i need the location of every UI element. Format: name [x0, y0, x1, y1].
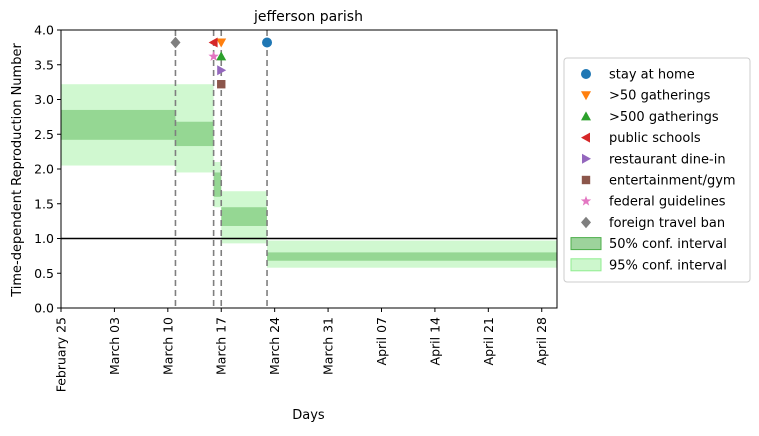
y-axis-label: Time-dependent Reproduction Number	[10, 43, 25, 298]
marker-0	[262, 37, 273, 48]
marker-3	[208, 37, 218, 48]
marker-6	[208, 50, 219, 61]
legend: stay at home >50 gatherings >500 gathering…	[563, 57, 751, 283]
x-tick-label-7: April 14	[427, 317, 442, 365]
legend-swatch-1	[581, 91, 591, 101]
legend-swatch-5	[581, 175, 591, 185]
legend-swatch-2	[581, 111, 591, 121]
ci95-band-3	[221, 191, 268, 244]
legend-label-7: foreign travel ban	[609, 216, 725, 231]
ci50-band-0	[61, 109, 176, 140]
y-tick-label-0: 0.0	[34, 301, 54, 316]
x-tick-label-3: March 17	[214, 317, 229, 375]
y-tick-label-3: 1.5	[34, 196, 54, 211]
legend-label-9: 95% conf. interval	[609, 258, 727, 273]
marker-5	[217, 80, 226, 89]
legend-label-3: public schools	[609, 131, 701, 146]
marker-1	[216, 38, 227, 48]
legend-label-0: stay at home	[609, 68, 695, 83]
legend-swatch-4	[582, 153, 591, 164]
ci95-band-0	[61, 84, 176, 166]
ci95-band-1	[175, 84, 214, 173]
x-tick-label-9: April 28	[534, 317, 549, 365]
plot-area: 0.0 0.5 1.0 1.5 2.0 2.5 3.0 3.5 4.0 February 25 Ma…	[34, 23, 558, 392]
legend-swatch-7	[581, 216, 591, 229]
ci95-band-4	[267, 240, 557, 268]
marker-7	[170, 36, 181, 49]
legend-label-1: >50 gatherings	[609, 89, 711, 104]
legend-label-5: entertainment/gym	[609, 174, 736, 189]
chart-title: jefferson parish	[253, 9, 363, 25]
y-tick-label-7: 3.5	[34, 57, 54, 72]
legend-swatch-9	[570, 258, 602, 272]
x-tick-label-1: March 03	[107, 317, 122, 375]
legend-swatch-0	[581, 69, 591, 79]
legend-label-4: restaurant dine-in	[609, 152, 726, 167]
ci50-band-3	[221, 207, 268, 226]
marker-4	[217, 65, 227, 76]
legend-label-2: >500 gatherings	[609, 110, 719, 125]
marker-2	[216, 51, 227, 61]
x-axis-label: Days	[292, 408, 325, 423]
legend-swatch-3	[581, 132, 590, 143]
y-tick-label-2: 1.0	[34, 231, 54, 246]
x-tick-label-2: March 10	[160, 317, 175, 375]
ci95-band-2	[213, 162, 222, 208]
ci50-band-4	[267, 252, 557, 261]
y-tick-label-4: 2.0	[34, 162, 54, 177]
legend-frame	[563, 57, 751, 283]
y-tick-label-8: 4.0	[34, 23, 54, 38]
x-tick-label-4: March 24	[267, 317, 282, 375]
ci50-band-2	[213, 172, 222, 197]
x-tick-label-6: April 07	[374, 317, 389, 365]
legend-swatch-8	[570, 237, 602, 251]
y-tick-label-5: 2.5	[34, 127, 54, 142]
y-tick-label-1: 0.5	[34, 266, 54, 281]
x-tick-label-8: April 21	[481, 317, 496, 365]
legend-label-6: federal guidelines	[609, 195, 726, 210]
y-tick-label-6: 3.0	[34, 92, 54, 107]
legend-swatch-6	[580, 195, 592, 206]
x-tick-label-0: February 25	[54, 317, 69, 392]
x-tick-label-5: March 31	[321, 317, 336, 375]
ci50-band-1	[175, 121, 214, 147]
legend-label-8: 50% conf. interval	[609, 237, 727, 252]
